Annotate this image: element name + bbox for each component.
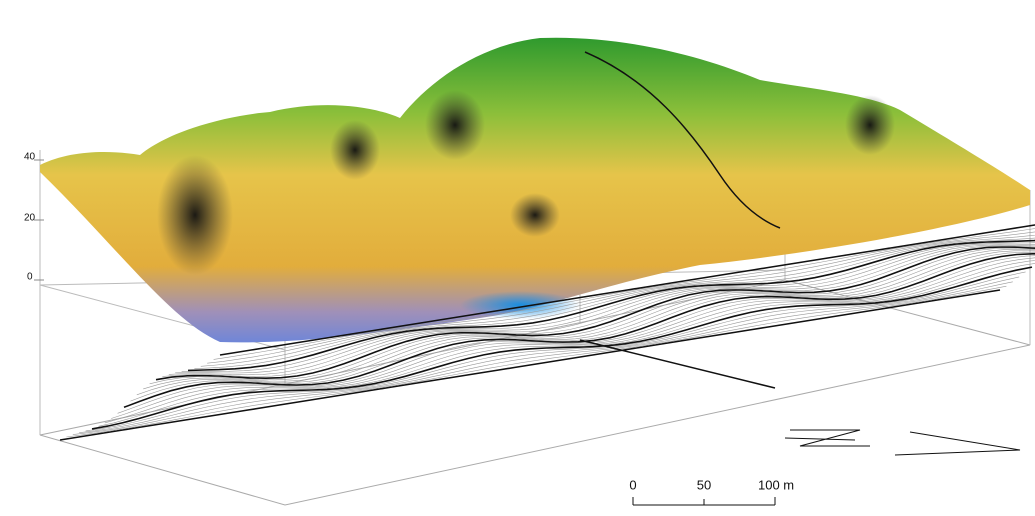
scale-bar <box>633 497 775 505</box>
scale-label: 50 <box>697 477 711 492</box>
terrain-figure: 40 20 0 0 50 100 m <box>0 0 1035 516</box>
z-tick-label: 20 <box>24 213 36 224</box>
z-axis <box>34 160 44 280</box>
north-arrow <box>778 422 1028 462</box>
z-tick-label: 0 <box>27 272 33 283</box>
z-tick-label: 40 <box>24 152 36 163</box>
scale-label: 100 m <box>758 477 794 492</box>
scale-label: 0 <box>629 477 636 492</box>
